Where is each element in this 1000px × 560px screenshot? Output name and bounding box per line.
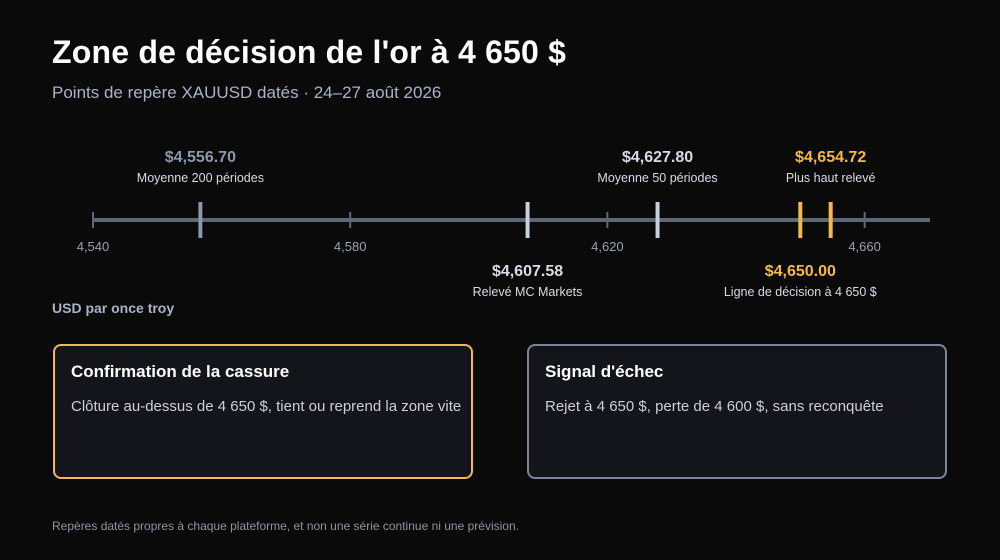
marker-price-label: $4,654.72 [795, 149, 866, 166]
page-title: Zone de décision de l'or à 4 650 $ [52, 34, 567, 70]
failure-signal-card: Signal d'échec Rejet à 4 650 $, perte de… [527, 344, 947, 479]
axis-tick-label: 4,660 [848, 239, 881, 254]
marker-price-label: $4,556.70 [165, 149, 236, 166]
marker-name-label: Plus haut relevé [786, 171, 876, 185]
axis-tick-label: 4,620 [591, 239, 624, 254]
page-subtitle: Points de repère XAUUSD datés · 24–27 ao… [52, 83, 442, 102]
marker-price-label: $4,650.00 [765, 263, 836, 280]
marker-name-label: Moyenne 50 périodes [597, 171, 717, 185]
failure-card-text: Rejet à 4 650 $, perte de 4 600 $, sans … [545, 398, 884, 415]
failure-card-title: Signal d'échec [545, 362, 664, 381]
price-number-line-chart: 4,540 4,580 4,620 4,660 $4,556.70 Moyenne 200… [77, 149, 930, 299]
marker-price-label: $4,627.80 [622, 149, 693, 166]
breakout-confirmation-card: Confirmation de la cassure Clôture au-de… [53, 344, 473, 479]
marker-name-label: Moyenne 200 périodes [137, 171, 264, 185]
axis-tick-label: 4,580 [334, 239, 367, 254]
breakout-card-title: Confirmation de la cassure [71, 362, 290, 381]
breakout-card-text: Clôture au-dessus de 4 650 $, tient ou r… [71, 398, 462, 415]
marker-name-label: Ligne de décision à 4 650 $ [724, 285, 877, 299]
axis-tick-label: 4,540 [77, 239, 110, 254]
marker-price-label: $4,607.58 [492, 263, 563, 280]
marker-name-label: Relevé MC Markets [473, 285, 583, 299]
footnote: Repères datés propres à chaque plateform… [52, 519, 519, 533]
unit-label: USD par once troy [52, 300, 175, 316]
